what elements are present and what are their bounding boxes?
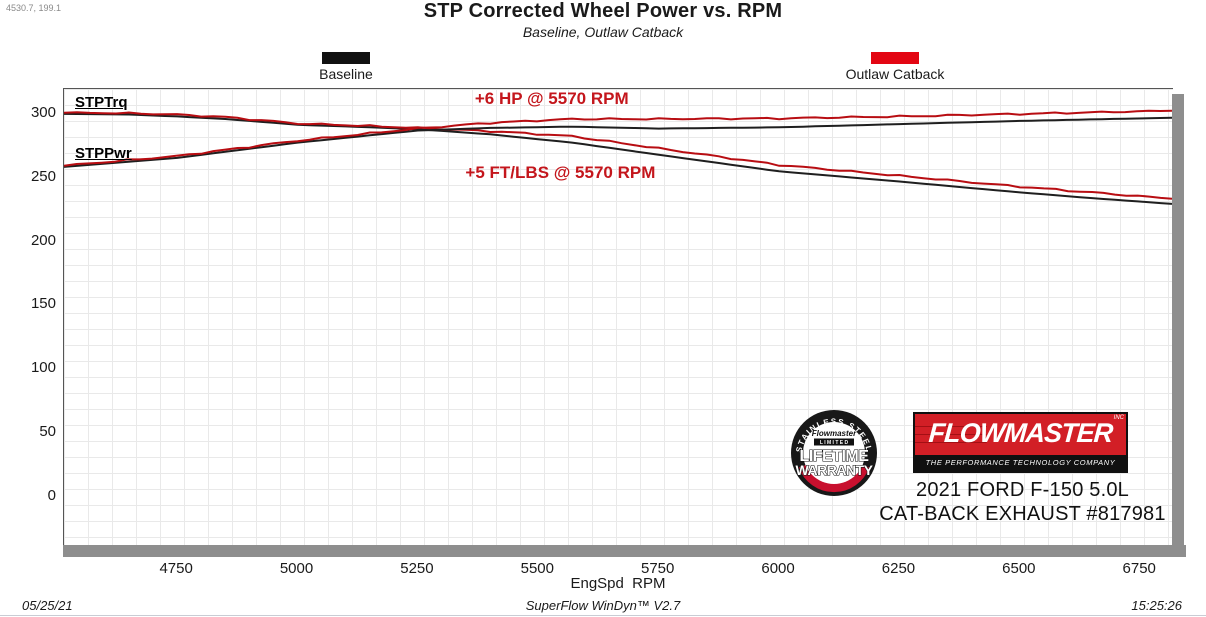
x-tick-label: 5500 [520,560,554,577]
x-tick-label: 5000 [279,560,314,577]
dyno-curves [64,109,1173,205]
x-tick-label: 6250 [881,560,916,577]
flowmaster-logo-wordmark: FLOWMASTER [927,418,1114,448]
badge-warranty-text: WARRANTY [796,462,874,478]
badge-limited-text: L I M I T E D [820,440,849,446]
badge-red-arc [798,464,870,493]
vehicle-line-1: 2021 FORD F-150 5.0L [916,479,1129,501]
chart-header: STP Corrected Wheel Power vs. RPM Baseli… [0,0,1206,40]
x-tick-label: 5250 [400,560,434,577]
curve-label-stptrq[interactable]: STPTrq [75,94,128,111]
y-tick-label: 150 [30,295,56,313]
y-tick-label: 100 [30,359,56,377]
chart-title: STP Corrected Wheel Power vs. RPM [423,0,783,22]
x-tick-label: 6500 [1002,560,1036,577]
vehicle-description: 2021 FORD F-150 5.0L CAT-BACK EXHAUST #8… [870,478,1175,526]
legend-label-baseline: Baseline [319,66,373,82]
series-stppwr-baseline [64,116,1173,168]
footer-app-name: SuperFlow WinDyn™ V2.7 [525,598,681,613]
chart-subtitle: Baseline, Outlaw Catback [522,24,684,40]
series-stptrq-baseline [64,112,1173,205]
y-tick-label: 200 [30,231,56,249]
flowmaster-logo-tagline: THE PERFORMANCE TECHNOLOGY COMPANY [925,458,1116,467]
x-tick-label: 6000 [761,560,795,577]
legend-swatch-baseline [322,52,370,64]
y-tick-label: 300 [30,103,56,121]
series-stptrq-outlaw-catback [64,111,1173,200]
flowmaster-logo: FLOWMASTER INC THE PERFORMANCE TECHNOLOG… [913,412,1128,473]
x-axis-title: EngSpd RPM [570,575,666,592]
footer-rule [0,615,1206,616]
x-tick-label: 4750 [159,560,193,577]
flowmaster-logo-red-field: FLOWMASTER INC [915,414,1126,455]
annotation-tq: +5 FT/LBS @ 5570 RPM [465,162,656,182]
annotation-hp: +6 HP @ 5570 RPM [474,88,629,108]
footer-date: 05/25/21 [22,598,73,613]
badge-script-text: Flowmaster [812,429,857,438]
plot-area [63,88,1173,545]
cursor-coordinate-readout: 4530.7, 199.1 [6,3,62,13]
lifetime-warranty-badge: STAINLESS STEEL Flowmaster L I M I T E D… [789,408,879,503]
badge-inner-face [803,422,865,484]
footer-time: 15:25:26 [1131,598,1182,613]
y-tick-label: 250 [30,167,56,185]
series-stppwr-outlaw-catback [64,109,1173,167]
warranty-badge-graphic: STAINLESS STEEL Flowmaster L I M I T E D… [791,410,877,496]
vertical-scrollbar[interactable] [1172,94,1184,545]
badge-limited-bar [814,438,854,446]
legend-label-outlaw-catback: Outlaw Catback [845,66,945,82]
vehicle-line-2: CAT-BACK EXHAUST #817981 [879,503,1166,525]
y-tick-label: 50 [39,423,56,441]
horizontal-scrollbar[interactable] [63,545,1186,557]
legend-swatch-outlaw-catback [871,52,919,64]
x-tick-label: 6750 [1122,560,1156,577]
badge-lifetime-text: LIFETIME [800,448,870,465]
x-tick-label: 5750 [641,560,675,577]
flowmaster-logo-inc: INC [1113,415,1124,421]
curve-label-stppwr[interactable]: STPPwr [75,145,132,162]
y-tick-label: 0 [47,486,56,504]
